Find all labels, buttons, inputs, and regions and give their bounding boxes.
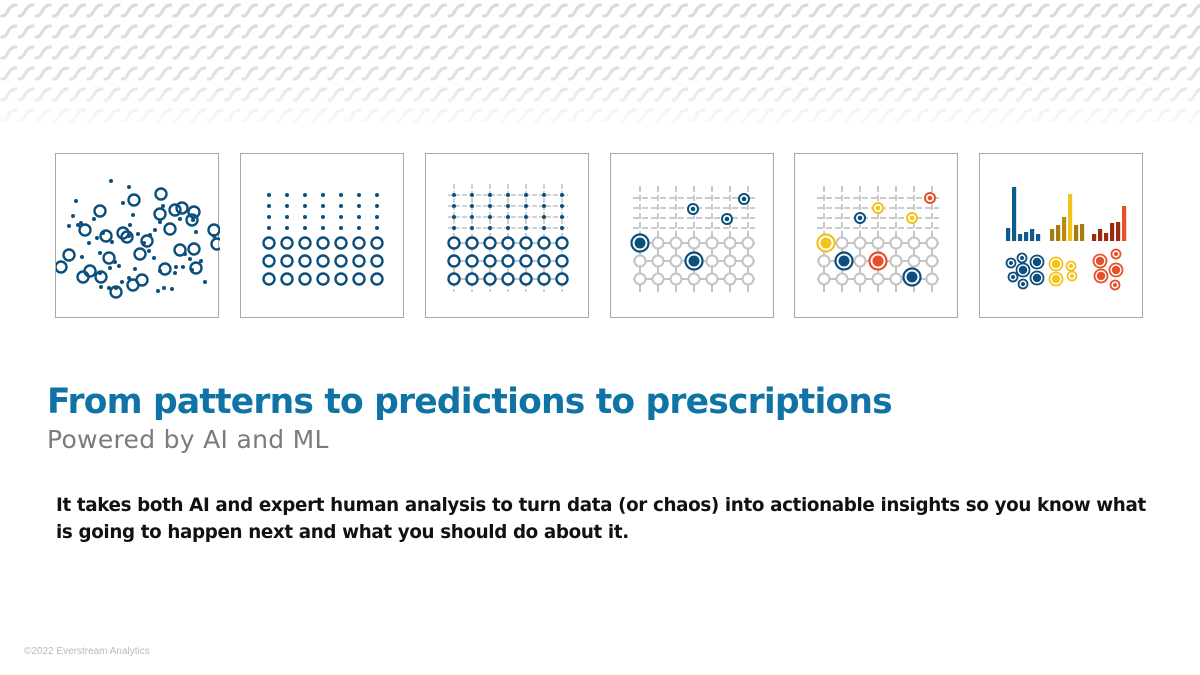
bubbles-blue (1005, 252, 1045, 290)
panel-structure (425, 153, 589, 318)
slide-title: From patterns to predictions to prescrip… (47, 382, 893, 422)
scattered-dots-icon (56, 179, 220, 299)
bar-bubble-icon (1005, 187, 1127, 291)
copyright-footer: ©2022 Everstream Analytics (24, 646, 150, 657)
panel-pattern (240, 153, 404, 318)
header-wave-pattern (0, 0, 1200, 127)
bars-gold (1050, 194, 1085, 241)
panel-prescription (979, 153, 1143, 318)
bars-blue (1006, 187, 1041, 241)
bubbles-orange (1092, 248, 1124, 291)
highlighted-grid-icon (630, 186, 755, 292)
panel-multi-signal (794, 153, 958, 318)
slide-subtitle: Powered by AI and ML (47, 425, 329, 454)
panel-prediction (610, 153, 774, 318)
ordered-dots-icon (262, 193, 384, 286)
bars-red (1092, 206, 1127, 241)
bubbles-yellow (1048, 256, 1078, 287)
colored-grid-icon (816, 186, 939, 292)
slide-body-text: It takes both AI and expert human analys… (56, 495, 1146, 543)
panel-chaos (55, 153, 220, 318)
dot-grid-icon (447, 184, 569, 292)
